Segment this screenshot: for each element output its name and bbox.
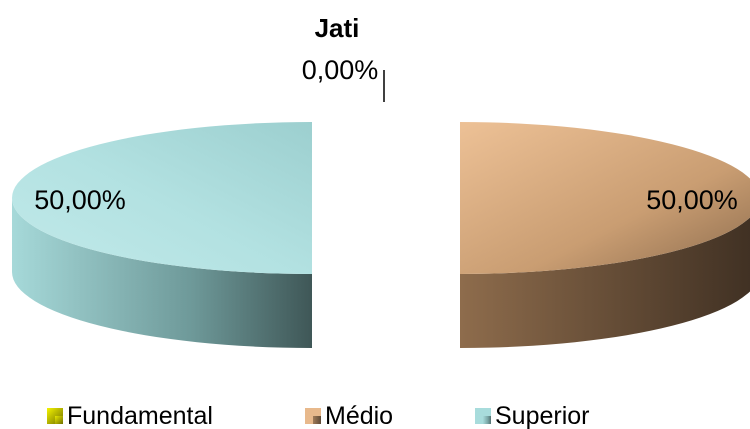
slice-side-medio xyxy=(460,217,750,348)
legend-label-medio: Médio xyxy=(325,402,393,429)
slice-top-superior xyxy=(12,122,312,274)
chart-title: Jati xyxy=(315,13,360,43)
slice-medio xyxy=(460,122,750,348)
slice-top-medio xyxy=(460,122,750,274)
legend-item-medio: Médio xyxy=(305,402,393,429)
data-labels: 0,00% 50,00% 50,00% xyxy=(34,55,738,215)
legend-swatch-shade-fundamental xyxy=(55,416,63,424)
slice-superior xyxy=(12,122,312,348)
legend-swatch-shade-superior xyxy=(483,416,491,424)
legend-label-superior: Superior xyxy=(495,402,590,429)
pie-slices xyxy=(12,122,750,348)
data-label-medio: 50,00% xyxy=(646,185,738,215)
legend-swatch-shade-medio xyxy=(313,416,321,424)
legend-item-superior: Superior xyxy=(475,402,590,429)
data-label-superior: 50,00% xyxy=(34,185,126,215)
legend-item-fundamental: Fundamental xyxy=(47,402,213,429)
slice-side-superior xyxy=(12,198,312,348)
data-label-fundamental: 0,00% xyxy=(302,55,379,85)
legend: Fundamental Médio Superior xyxy=(47,402,590,429)
legend-label-fundamental: Fundamental xyxy=(67,402,213,429)
